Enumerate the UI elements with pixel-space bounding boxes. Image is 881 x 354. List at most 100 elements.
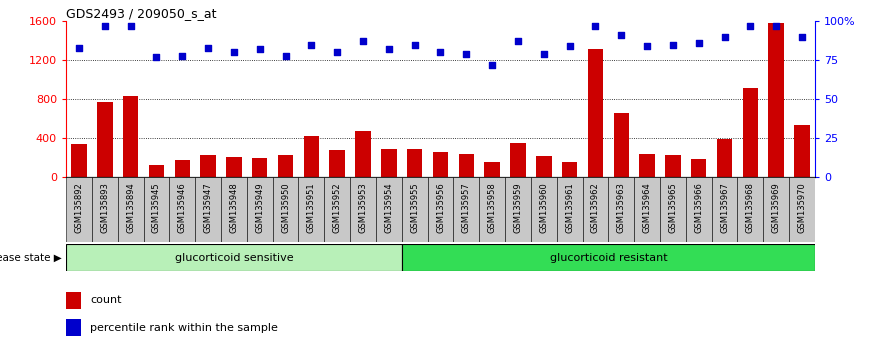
Bar xyxy=(149,165,164,177)
Text: percentile rank within the sample: percentile rank within the sample xyxy=(91,323,278,333)
Point xyxy=(640,43,654,49)
Text: GSM135966: GSM135966 xyxy=(694,182,703,233)
Point xyxy=(381,46,396,52)
Text: GSM135948: GSM135948 xyxy=(229,182,239,233)
Text: glucorticoid sensitive: glucorticoid sensitive xyxy=(174,252,293,263)
Point xyxy=(408,42,422,47)
Bar xyxy=(144,177,169,242)
Text: GSM135961: GSM135961 xyxy=(565,182,574,233)
Bar xyxy=(685,177,712,242)
Text: GSM135951: GSM135951 xyxy=(307,182,316,233)
Bar xyxy=(66,244,402,271)
Bar xyxy=(691,159,707,177)
Bar xyxy=(613,113,629,177)
Bar xyxy=(97,102,113,177)
Text: GSM135953: GSM135953 xyxy=(359,182,367,233)
Point xyxy=(563,43,577,49)
Bar xyxy=(588,50,603,177)
Bar xyxy=(324,177,350,242)
Point xyxy=(330,50,344,55)
Bar xyxy=(196,177,221,242)
Text: GSM135968: GSM135968 xyxy=(746,182,755,233)
Bar xyxy=(329,150,345,177)
Text: GSM135950: GSM135950 xyxy=(281,182,290,233)
Bar xyxy=(712,177,737,242)
Bar xyxy=(795,125,810,177)
Text: GSM135892: GSM135892 xyxy=(75,182,84,233)
Bar xyxy=(169,177,196,242)
Bar xyxy=(557,177,582,242)
Bar xyxy=(304,136,319,177)
Text: GDS2493 / 209050_s_at: GDS2493 / 209050_s_at xyxy=(66,7,217,20)
Point xyxy=(769,23,783,29)
Bar xyxy=(118,177,144,242)
Point xyxy=(511,39,525,44)
Bar xyxy=(454,177,479,242)
Text: GSM135954: GSM135954 xyxy=(384,182,393,233)
Bar xyxy=(660,177,685,242)
Text: GSM135958: GSM135958 xyxy=(488,182,497,233)
Point xyxy=(227,50,241,55)
Bar xyxy=(485,162,500,177)
Bar xyxy=(92,177,118,242)
Text: GSM135963: GSM135963 xyxy=(617,182,626,233)
Bar xyxy=(66,319,81,336)
Bar xyxy=(252,158,268,177)
Bar xyxy=(640,154,655,177)
Bar xyxy=(634,177,660,242)
Text: GSM135960: GSM135960 xyxy=(539,182,548,233)
Point xyxy=(123,23,137,29)
Bar xyxy=(407,149,422,177)
Text: GSM135945: GSM135945 xyxy=(152,182,161,233)
Bar xyxy=(350,177,376,242)
Point xyxy=(459,51,473,57)
Bar xyxy=(376,177,402,242)
Text: GSM135949: GSM135949 xyxy=(255,182,264,233)
Bar xyxy=(531,177,557,242)
Point xyxy=(692,40,706,46)
Bar xyxy=(278,155,293,177)
Bar xyxy=(221,177,247,242)
Point xyxy=(150,54,164,60)
Bar xyxy=(66,177,92,242)
Text: GSM135946: GSM135946 xyxy=(178,182,187,233)
Bar xyxy=(272,177,299,242)
Bar xyxy=(71,144,86,177)
Text: glucorticoid resistant: glucorticoid resistant xyxy=(550,252,667,263)
Bar xyxy=(562,162,577,177)
Bar xyxy=(299,177,324,242)
Bar xyxy=(247,177,272,242)
Point xyxy=(253,46,267,52)
Text: GSM135959: GSM135959 xyxy=(514,182,522,233)
Bar xyxy=(122,96,138,177)
Text: GSM135894: GSM135894 xyxy=(126,182,135,233)
Bar xyxy=(510,143,526,177)
Point xyxy=(175,53,189,58)
Bar xyxy=(665,155,681,177)
Bar xyxy=(743,88,759,177)
Bar xyxy=(717,139,732,177)
Point xyxy=(795,34,809,40)
Bar xyxy=(789,177,815,242)
Text: count: count xyxy=(91,295,122,305)
Bar xyxy=(763,177,789,242)
Point xyxy=(666,42,680,47)
Bar xyxy=(381,149,396,177)
Bar xyxy=(768,23,784,177)
Point xyxy=(304,42,318,47)
Bar xyxy=(737,177,763,242)
Bar xyxy=(226,156,241,177)
Text: GSM135893: GSM135893 xyxy=(100,182,109,233)
Point xyxy=(356,39,370,44)
Bar xyxy=(582,177,609,242)
Text: GSM135956: GSM135956 xyxy=(436,182,445,233)
Bar xyxy=(536,156,552,177)
Point xyxy=(485,62,500,68)
Text: GSM135967: GSM135967 xyxy=(720,182,729,233)
Bar xyxy=(427,177,454,242)
Point xyxy=(614,33,628,38)
Bar xyxy=(433,152,448,177)
Bar xyxy=(402,177,427,242)
Text: GSM135969: GSM135969 xyxy=(772,182,781,233)
Bar xyxy=(459,154,474,177)
